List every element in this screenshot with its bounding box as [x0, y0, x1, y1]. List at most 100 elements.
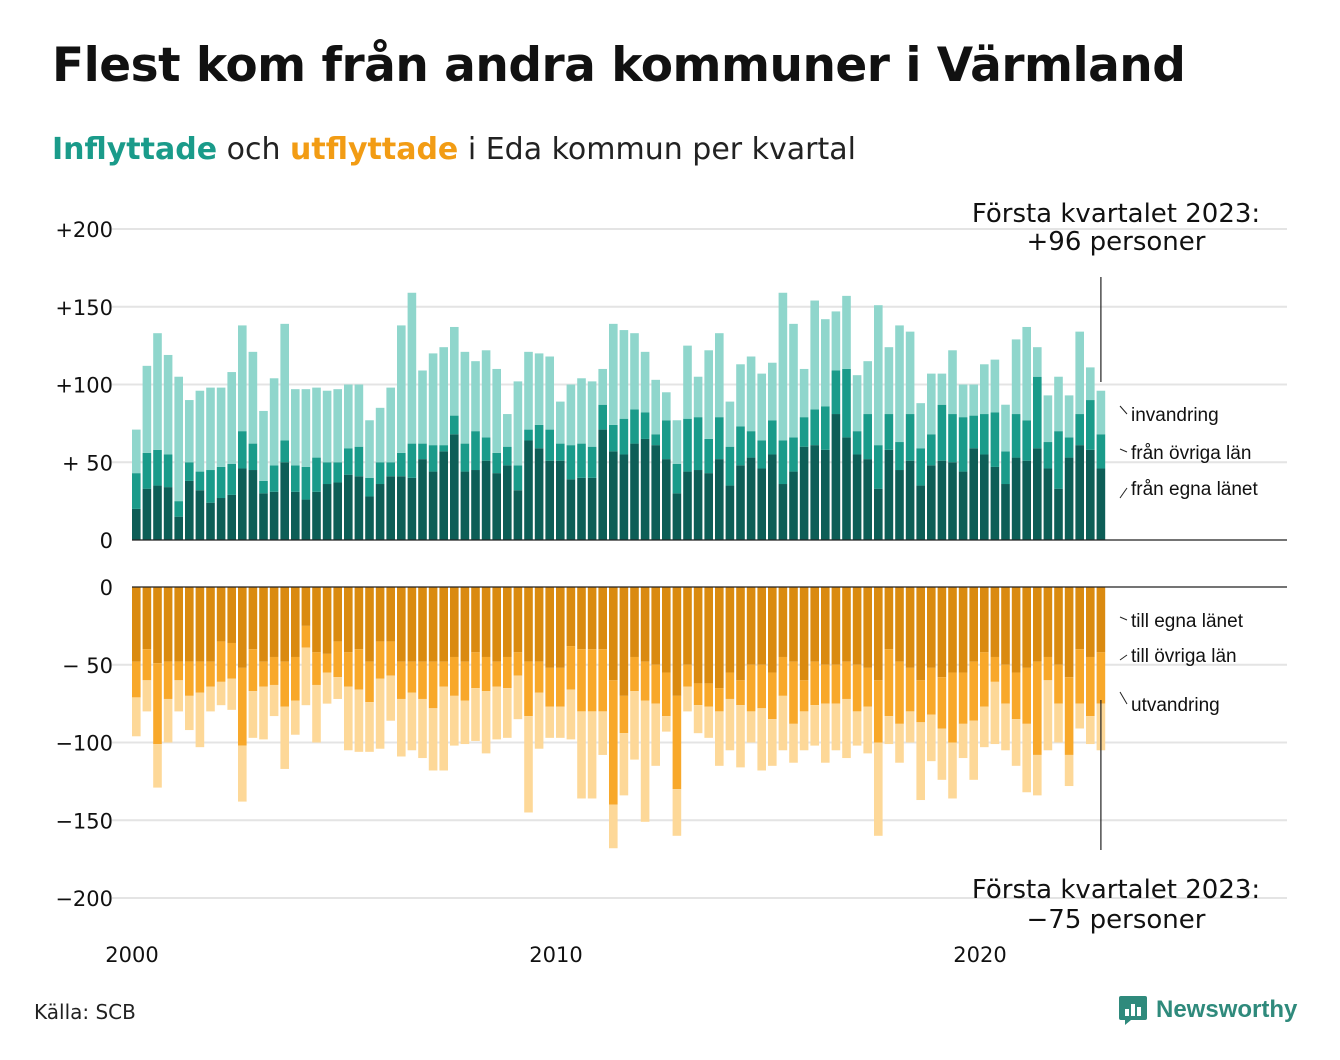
bar-från-övriga-län — [1064, 437, 1074, 458]
bar-utvandring — [153, 744, 162, 788]
bar-från-egna-länet — [1086, 449, 1095, 540]
bar-utvandring — [301, 647, 311, 706]
bar-utvandring — [937, 728, 947, 780]
bar-till-egna-länet — [375, 587, 385, 642]
bar-från-övriga-län — [842, 368, 851, 438]
bar-från-övriga-län — [259, 480, 268, 494]
bar-utvandring — [916, 722, 925, 801]
subtitle-rest: i Eda kommun per kvartal — [467, 132, 856, 167]
annotation-top-line1: Första kvartalet 2023: — [972, 199, 1260, 229]
bar-till-egna-länet — [736, 587, 745, 681]
bar-invandring — [672, 420, 682, 464]
bar-från-egna-länet — [662, 459, 671, 540]
bar-till-egna-länet — [619, 587, 629, 696]
bar-invandring — [1011, 339, 1021, 415]
bar-till-övriga-län — [905, 667, 915, 712]
bar-invandring — [874, 305, 883, 446]
bar-från-egna-länet — [206, 502, 215, 540]
bar-utvandring — [693, 705, 703, 734]
series-label: till egna länet — [1131, 611, 1244, 632]
bar-från-övriga-län — [354, 446, 364, 477]
bar-från-övriga-län — [1043, 442, 1053, 469]
bar-invandring — [280, 323, 289, 441]
bar-från-övriga-län — [503, 446, 512, 466]
bar-från-egna-länet — [619, 454, 629, 540]
series-label-leader — [1119, 691, 1128, 705]
bar-utvandring — [471, 688, 480, 741]
bar-till-övriga-län — [1054, 664, 1063, 704]
bar-utvandring — [556, 706, 565, 738]
bar-utvandring — [386, 675, 395, 721]
bar-till-egna-länet — [746, 587, 756, 665]
bar-från-övriga-län — [1086, 400, 1095, 450]
bar-till-övriga-län — [757, 664, 766, 709]
bar-till-egna-länet — [651, 587, 660, 665]
bar-till-egna-länet — [534, 587, 544, 662]
bar-till-övriga-län — [428, 661, 438, 709]
bar-utvandring — [927, 714, 936, 762]
bar-från-egna-länet — [142, 488, 152, 540]
bar-invandring — [810, 300, 819, 410]
bar-från-övriga-län — [948, 414, 957, 463]
bar-utvandring — [1043, 680, 1053, 751]
bar-från-övriga-län — [545, 429, 554, 461]
bar-utvandring — [322, 672, 332, 704]
bar-invandring — [333, 389, 342, 463]
bar-från-egna-länet — [746, 457, 756, 540]
bar-från-övriga-län — [163, 454, 173, 488]
bar-utvandring — [185, 695, 194, 731]
bar-från-egna-länet — [672, 493, 682, 540]
bar-från-egna-länet — [481, 460, 491, 540]
bar-till-övriga-län — [450, 656, 459, 696]
bar-invandring — [577, 378, 586, 444]
bar-till-övriga-län — [471, 652, 480, 689]
bar-från-övriga-län — [609, 424, 618, 452]
bar-utvandring — [344, 686, 353, 751]
bar-från-egna-länet — [259, 493, 268, 540]
bar-från-egna-länet — [407, 477, 417, 540]
bar-till-egna-länet — [185, 587, 194, 662]
bar-utvandring — [1054, 703, 1063, 743]
bar-till-övriga-län — [322, 653, 332, 673]
bar-från-egna-länet — [927, 465, 936, 540]
bar-till-övriga-län — [927, 667, 936, 715]
bar-från-egna-länet — [587, 477, 597, 540]
bar-utvandring — [842, 698, 851, 759]
bar-till-egna-länet — [418, 587, 427, 662]
bar-från-egna-länet — [450, 434, 459, 540]
bar-från-övriga-län — [799, 417, 809, 447]
brand[interactable]: Newsworthy — [1118, 994, 1297, 1026]
bar-från-övriga-län — [174, 501, 183, 517]
series-label-leader — [1119, 654, 1128, 661]
bar-från-egna-länet — [513, 490, 523, 540]
bar-till-egna-länet — [460, 587, 470, 662]
bar-invandring — [471, 361, 480, 432]
bar-från-egna-länet — [704, 473, 713, 540]
bar-utvandring — [397, 698, 406, 757]
bar-utvandring — [980, 706, 989, 748]
bar-till-övriga-län — [418, 661, 427, 699]
bar-till-egna-länet — [153, 587, 162, 664]
bar-invandring — [715, 333, 724, 418]
bar-till-egna-länet — [248, 587, 258, 650]
bar-till-övriga-län — [598, 649, 607, 712]
bar-invandring — [630, 333, 639, 410]
bar-från-övriga-län — [566, 445, 576, 480]
bar-invandring — [1064, 395, 1074, 438]
bar-till-egna-länet — [174, 587, 183, 662]
bar-utvandring — [312, 684, 321, 743]
bar-från-övriga-län — [524, 429, 533, 441]
bar-till-egna-länet — [206, 587, 215, 662]
bar-från-egna-länet — [630, 443, 639, 540]
bar-från-egna-länet — [577, 477, 586, 540]
bar-utvandring — [630, 691, 639, 760]
bar-från-övriga-län — [693, 417, 703, 471]
bar-från-egna-länet — [248, 470, 258, 540]
bar-till-egna-länet — [142, 587, 152, 650]
bar-till-övriga-län — [587, 649, 597, 712]
bar-till-övriga-län — [990, 656, 1000, 682]
bar-invandring — [365, 420, 374, 478]
bar-till-egna-länet — [280, 587, 289, 662]
bar-till-övriga-län — [365, 661, 374, 703]
subtitle-outflow-word: utflyttade — [290, 132, 459, 167]
